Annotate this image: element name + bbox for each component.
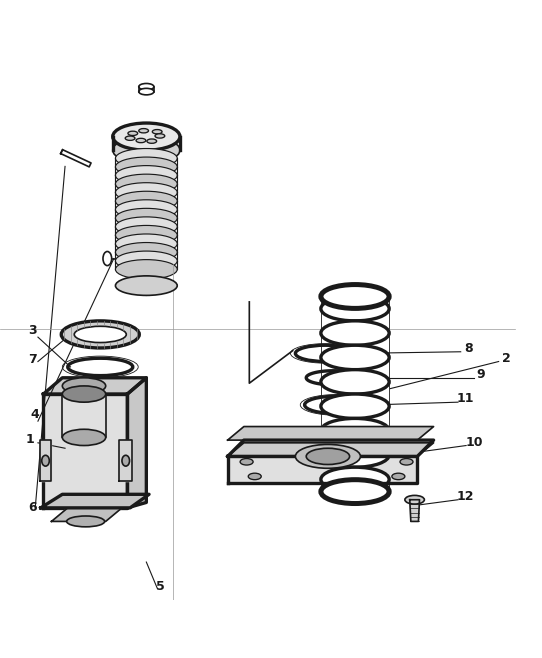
Ellipse shape bbox=[74, 326, 126, 343]
Ellipse shape bbox=[321, 394, 389, 418]
Ellipse shape bbox=[113, 123, 180, 150]
Text: 1: 1 bbox=[25, 433, 34, 446]
Polygon shape bbox=[51, 508, 122, 521]
Ellipse shape bbox=[240, 459, 253, 465]
Ellipse shape bbox=[136, 138, 146, 143]
Ellipse shape bbox=[321, 467, 389, 492]
Ellipse shape bbox=[321, 418, 389, 443]
Ellipse shape bbox=[42, 455, 49, 466]
Text: 6: 6 bbox=[28, 501, 37, 514]
Ellipse shape bbox=[61, 321, 139, 348]
Ellipse shape bbox=[147, 139, 157, 143]
Ellipse shape bbox=[306, 448, 350, 465]
Ellipse shape bbox=[115, 200, 177, 219]
Ellipse shape bbox=[115, 166, 177, 185]
Ellipse shape bbox=[155, 134, 165, 138]
Polygon shape bbox=[119, 440, 132, 481]
Ellipse shape bbox=[321, 443, 389, 467]
Ellipse shape bbox=[321, 345, 389, 370]
Polygon shape bbox=[41, 494, 149, 508]
Polygon shape bbox=[127, 378, 146, 508]
Ellipse shape bbox=[103, 251, 112, 266]
Ellipse shape bbox=[62, 378, 106, 394]
Ellipse shape bbox=[321, 297, 389, 321]
Ellipse shape bbox=[152, 130, 162, 134]
Ellipse shape bbox=[115, 251, 177, 270]
Ellipse shape bbox=[405, 495, 424, 504]
Text: 9: 9 bbox=[476, 368, 485, 381]
Ellipse shape bbox=[248, 473, 261, 480]
Ellipse shape bbox=[115, 191, 177, 211]
Ellipse shape bbox=[113, 137, 180, 164]
Ellipse shape bbox=[115, 149, 177, 168]
Ellipse shape bbox=[115, 276, 177, 295]
Ellipse shape bbox=[122, 455, 130, 466]
Ellipse shape bbox=[62, 429, 106, 445]
Polygon shape bbox=[228, 426, 434, 440]
Ellipse shape bbox=[115, 234, 177, 253]
Ellipse shape bbox=[128, 131, 138, 136]
Text: 7: 7 bbox=[28, 353, 37, 366]
Text: 8: 8 bbox=[464, 342, 473, 355]
Text: 2: 2 bbox=[502, 351, 511, 365]
Text: 3: 3 bbox=[28, 324, 37, 338]
Polygon shape bbox=[410, 499, 420, 521]
Ellipse shape bbox=[139, 88, 154, 95]
Ellipse shape bbox=[115, 157, 177, 176]
Text: 5: 5 bbox=[156, 580, 164, 594]
Ellipse shape bbox=[67, 516, 105, 527]
Ellipse shape bbox=[321, 480, 389, 503]
Polygon shape bbox=[40, 440, 51, 481]
Text: 4: 4 bbox=[31, 409, 40, 421]
Ellipse shape bbox=[321, 321, 389, 345]
Ellipse shape bbox=[115, 183, 177, 202]
Ellipse shape bbox=[115, 260, 177, 279]
Circle shape bbox=[137, 276, 156, 295]
Ellipse shape bbox=[295, 444, 360, 468]
Ellipse shape bbox=[115, 209, 177, 228]
Ellipse shape bbox=[321, 284, 389, 309]
Ellipse shape bbox=[115, 217, 177, 236]
Ellipse shape bbox=[392, 473, 405, 480]
Polygon shape bbox=[43, 378, 146, 394]
Polygon shape bbox=[61, 149, 91, 167]
Text: 11: 11 bbox=[456, 392, 474, 405]
Ellipse shape bbox=[125, 136, 135, 140]
Ellipse shape bbox=[62, 386, 106, 402]
Text: 10: 10 bbox=[466, 436, 483, 449]
Ellipse shape bbox=[139, 84, 154, 90]
Ellipse shape bbox=[115, 226, 177, 245]
Ellipse shape bbox=[321, 370, 389, 394]
Ellipse shape bbox=[115, 243, 177, 262]
Ellipse shape bbox=[115, 174, 177, 193]
Polygon shape bbox=[228, 443, 434, 457]
Polygon shape bbox=[43, 394, 127, 508]
Text: 12: 12 bbox=[456, 490, 474, 503]
Ellipse shape bbox=[139, 128, 149, 133]
Ellipse shape bbox=[400, 459, 413, 465]
Polygon shape bbox=[228, 440, 434, 457]
Polygon shape bbox=[228, 457, 417, 484]
